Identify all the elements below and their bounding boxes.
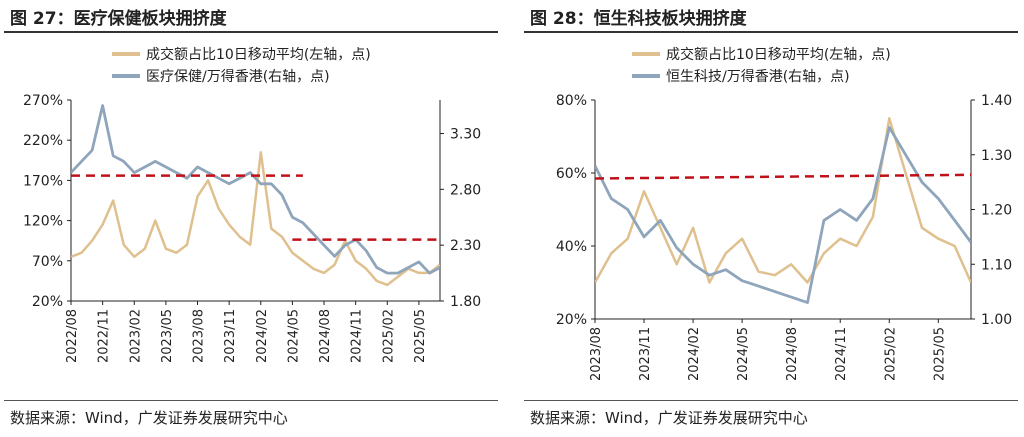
legend-label-1: 成交额占比10日移动平均(左轴，点) <box>146 46 371 63</box>
x-tick-label: 2024/11 <box>834 327 849 381</box>
y-left-tick-label: 70% <box>32 254 63 270</box>
y-right-tick-label: 1.00 <box>981 312 1012 328</box>
chart-panel-hstech: 图 28：恒生科技板块拥挤度 成交额占比10日移动平均(左轴，点) 恒生科技/万得… <box>524 0 1024 437</box>
y-left-tick-label: 220% <box>23 133 63 149</box>
x-tick-label: 2022/08 <box>65 309 80 363</box>
y-right-tick-label: 1.30 <box>981 148 1012 164</box>
figure-title: 图 27：医疗保健板块拥挤度 <box>10 9 227 29</box>
y-left-tick-label: 20% <box>32 294 63 310</box>
y-left-tick-label: 80% <box>556 93 587 109</box>
y-right-tick-label: 2.80 <box>450 182 481 198</box>
x-tick-label: 2025/05 <box>932 327 947 381</box>
x-tick-label: 2024/02 <box>687 327 702 381</box>
y-right-tick-label: 3.30 <box>450 127 481 143</box>
threshold-line <box>595 173 971 180</box>
y-right-tick-label: 2.30 <box>450 238 481 254</box>
chart-hstech-crowding: 成交额占比10日移动平均(左轴，点) 恒生科技/万得香港(右轴，点) 20% 40% 6… <box>556 46 1012 381</box>
y-right-tick-label: 1.40 <box>981 93 1012 109</box>
figure-title: 图 28：恒生科技板块拥挤度 <box>530 9 747 29</box>
source-divider <box>524 400 1018 401</box>
series-line-turnover <box>595 117 971 284</box>
y-left-tick-label: 120% <box>23 214 63 230</box>
x-tick-label: 2024/08 <box>785 327 800 381</box>
x-tick-label: 2023/02 <box>128 309 143 363</box>
x-tick-label: 2024/08 <box>318 309 333 363</box>
x-tick-label: 2023/08 <box>589 327 604 381</box>
x-tick-label: 2024/02 <box>255 309 270 363</box>
x-tick-label: 2023/05 <box>160 309 175 363</box>
x-tick-label: 2022/11 <box>97 309 112 363</box>
source-divider <box>4 400 498 401</box>
series-line-turnover <box>71 151 440 287</box>
y-left-tick-label: 60% <box>556 166 587 182</box>
legend-label-2: 医疗保健/万得香港(右轴，点) <box>146 68 330 85</box>
title-divider <box>4 31 498 33</box>
legend-label-1: 成交额占比10日移动平均(左轴，点) <box>666 46 891 63</box>
y-left-tick-label: 40% <box>556 239 587 255</box>
x-tick-label: 2024/05 <box>286 309 301 363</box>
y-right-tick-label: 1.20 <box>981 203 1012 219</box>
y-left-tick-label: 270% <box>23 93 63 109</box>
title-divider <box>524 31 1018 33</box>
data-source-note: 数据来源：Wind，广发证券发展研究中心 <box>530 409 808 427</box>
y-right-tick-label: 1.10 <box>981 257 1012 273</box>
x-tick-label: 2023/11 <box>223 309 238 363</box>
data-source-note: 数据来源：Wind，广发证券发展研究中心 <box>10 409 288 427</box>
x-tick-label: 2025/05 <box>413 309 428 363</box>
x-tick-label: 2025/02 <box>883 327 898 381</box>
x-tick-label: 2024/05 <box>736 327 751 381</box>
x-tick-label: 2023/08 <box>192 309 207 363</box>
chart-healthcare-crowding: 成交额占比10日移动平均(左轴，点) 医疗保健/万得香港(右轴，点) 20% 70% 1… <box>23 46 481 363</box>
x-tick-label: 2023/11 <box>638 327 653 381</box>
y-left-tick-label: 20% <box>556 312 587 328</box>
x-tick-label: 2025/02 <box>381 309 396 363</box>
y-right-tick-label: 1.80 <box>450 294 481 310</box>
legend-label-2: 恒生科技/万得香港(右轴，点) <box>666 68 850 85</box>
series-line-index <box>595 126 971 305</box>
y-left-tick-label: 170% <box>23 173 63 189</box>
x-tick-label: 2024/11 <box>350 309 365 363</box>
chart-panel-healthcare: 图 27：医疗保健板块拥挤度 成交额占比10日移动平均(左轴，点) 医疗保健/万得… <box>4 0 504 437</box>
series-line-index <box>71 104 440 275</box>
